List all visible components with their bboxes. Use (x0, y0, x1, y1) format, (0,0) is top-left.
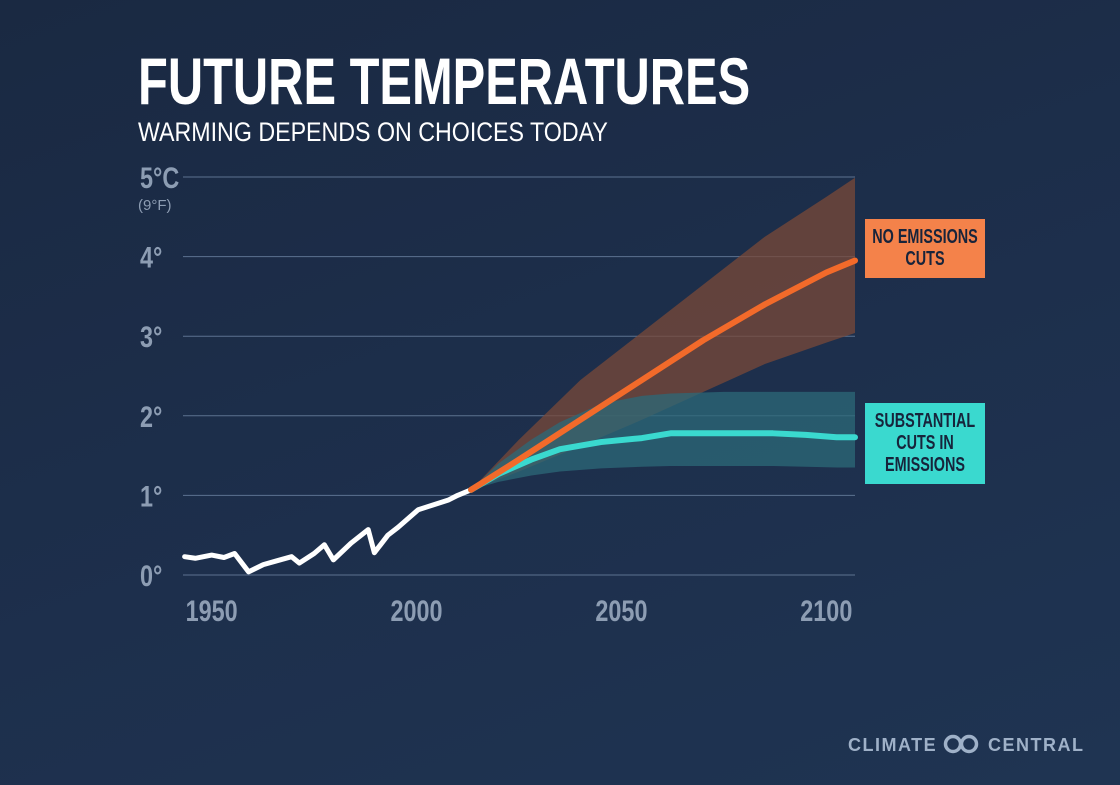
legend-label: CUTS IN (896, 431, 954, 454)
legend-box (865, 219, 985, 278)
chart-subtitle: WARMING DEPENDS ON CHOICES TODAY (138, 117, 608, 147)
legend-label: EMISSIONS (885, 453, 965, 476)
legend-label: CUTS (905, 247, 944, 270)
logo-text-right: CENTRAL (988, 735, 1085, 755)
y-tick-label: 5°C (140, 161, 179, 194)
y-tick-label: 1° (140, 480, 162, 513)
y-tick-label: 0° (140, 559, 162, 592)
series-line-historical (182, 487, 474, 575)
series-line-substantial-cuts (468, 430, 858, 493)
series-lines (182, 257, 858, 575)
legend-box (865, 403, 985, 484)
uncertainty-band-no-cuts (471, 177, 855, 490)
x-tick-label: 1950 (186, 594, 238, 627)
x-tick-label: 2000 (391, 594, 443, 627)
series-line-no-cuts (468, 257, 858, 493)
uncertainty-bands (471, 177, 855, 490)
legend-label: SUBSTANTIAL (875, 409, 976, 432)
y-tick-label: 3° (140, 320, 162, 353)
logo-text-left: CLIMATE (848, 735, 937, 755)
chart-title: FUTURE TEMPERATURES (138, 45, 750, 119)
y-axis: 0° 1° 2° 3° 4° 5°C (9°F) (138, 161, 179, 592)
logo-rings-icon (943, 734, 979, 754)
climate-central-logo: CLIMATE CENTRAL (848, 734, 1085, 755)
uncertainty-band-substantial-cuts (471, 391, 855, 490)
gridlines (183, 176, 855, 576)
y-tick-label: 4° (140, 241, 162, 274)
x-tick-label: 2100 (800, 594, 852, 627)
legend-label: NO EMISSIONS (872, 225, 977, 248)
x-tick-label: 2050 (595, 594, 647, 627)
x-axis: 1950 2000 2050 2100 (186, 594, 853, 627)
y-tick-sublabel: (9°F) (138, 197, 172, 214)
y-tick-label: 2° (140, 400, 162, 433)
